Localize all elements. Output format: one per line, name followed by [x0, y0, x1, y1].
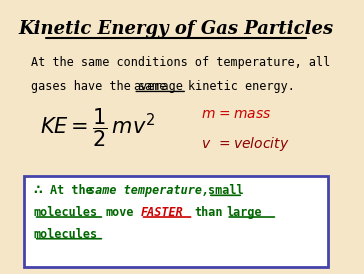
Text: ∴: ∴ [34, 184, 43, 198]
Text: molecules: molecules [34, 206, 98, 219]
Text: average: average [133, 80, 183, 93]
Text: large: large [226, 206, 262, 219]
Text: FASTER: FASTER [141, 206, 183, 219]
Text: move: move [106, 206, 134, 219]
Text: $v$: $v$ [201, 137, 212, 151]
Text: At the same conditions of temperature, all: At the same conditions of temperature, a… [31, 56, 330, 68]
Text: kinetic energy.: kinetic energy. [188, 80, 295, 93]
Text: $= mass$: $= mass$ [215, 107, 271, 121]
Text: $KE = \dfrac{1}{2}\,mv^2$: $KE = \dfrac{1}{2}\,mv^2$ [40, 106, 155, 149]
Text: small: small [208, 184, 244, 198]
Text: $= velocity$: $= velocity$ [215, 135, 289, 153]
Text: Kinetic Energy of Gas Particles: Kinetic Energy of Gas Particles [19, 20, 333, 38]
Text: molecules: molecules [34, 228, 98, 241]
Text: same temperature,: same temperature, [88, 184, 210, 198]
FancyBboxPatch shape [24, 176, 328, 267]
Text: At the: At the [50, 184, 99, 198]
Text: $m$: $m$ [201, 107, 216, 121]
Text: gases have the same: gases have the same [31, 80, 166, 93]
Text: than: than [194, 206, 223, 219]
